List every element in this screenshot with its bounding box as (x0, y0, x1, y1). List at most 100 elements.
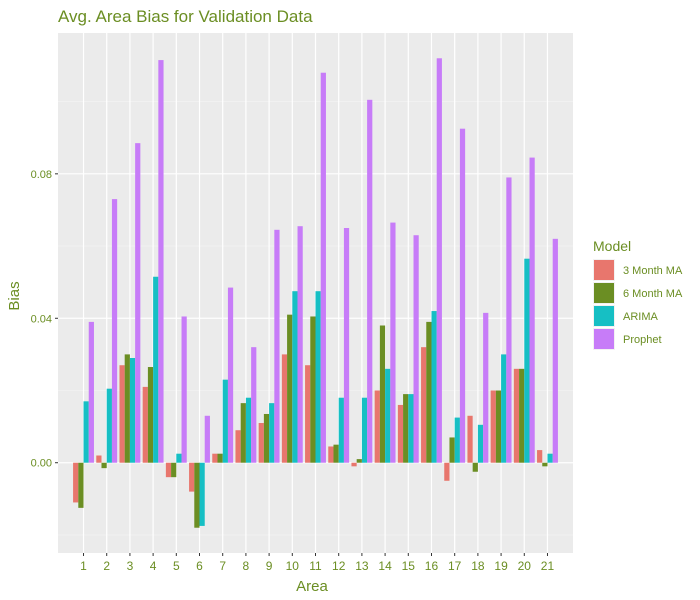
bar (222, 379, 228, 463)
y-axis: 0.00 0.04 0.08 (31, 169, 58, 470)
bar (106, 388, 112, 463)
bar (73, 462, 79, 503)
bar (111, 199, 118, 463)
bar (119, 365, 125, 463)
x-tick-label: 1 (80, 559, 87, 573)
bar (240, 403, 246, 463)
x-tick-label: 4 (150, 559, 157, 573)
bar (351, 462, 357, 467)
bar (343, 228, 350, 463)
bar (537, 450, 543, 463)
bar (269, 403, 275, 463)
x-tick-label: 19 (494, 559, 508, 573)
bar (436, 58, 442, 463)
bar (158, 60, 164, 463)
x-tick-label: 12 (332, 559, 346, 573)
bar (217, 453, 223, 463)
legend-label: ARIMA (623, 311, 659, 323)
bar (385, 368, 391, 463)
x-tick-label: 8 (243, 559, 250, 573)
bar (194, 462, 200, 528)
bar (490, 390, 496, 463)
legend-swatch (594, 306, 614, 326)
bar (135, 143, 141, 463)
bar (483, 312, 489, 463)
legend-title: Model (593, 238, 631, 254)
bar (374, 390, 380, 463)
bar (552, 238, 558, 463)
x-tick-label: 9 (266, 559, 273, 573)
y-tick-label: 0.04 (31, 313, 52, 325)
bar (204, 415, 210, 463)
bar (338, 397, 344, 463)
x-tick-label: 14 (378, 559, 392, 573)
x-tick-label: 11 (309, 559, 322, 573)
bars (73, 58, 558, 528)
legend-swatch (594, 329, 614, 349)
bar (449, 437, 455, 463)
x-axis: 1 2 3 4 5 6 7 8 9 10 11 12 13 14 15 16 17 18 19 20 21 (80, 553, 554, 573)
bar (421, 347, 427, 463)
bar (367, 99, 373, 463)
bar (403, 394, 409, 463)
bar (542, 462, 548, 467)
x-tick-label: 6 (196, 559, 203, 573)
bar (501, 354, 507, 463)
bar (524, 258, 530, 463)
bar (235, 430, 241, 463)
bar (519, 368, 525, 463)
bar (547, 453, 553, 463)
bar (356, 459, 362, 463)
bar (165, 462, 172, 478)
bar (361, 397, 368, 463)
y-axis-label: Bias (6, 281, 23, 310)
bar (426, 321, 432, 463)
x-tick-label: 20 (518, 559, 532, 573)
bar (320, 72, 326, 463)
bar (495, 390, 502, 463)
bar (315, 291, 321, 463)
bar (397, 404, 404, 463)
x-tick-label: 16 (425, 559, 439, 573)
x-tick-label: 5 (173, 559, 180, 573)
bar (245, 397, 252, 463)
x-tick-label: 10 (286, 559, 300, 573)
bar (212, 453, 218, 463)
bar (189, 462, 195, 492)
x-axis-label: Area (296, 578, 328, 595)
bar (513, 368, 520, 463)
legend-swatch (594, 260, 614, 280)
bar (506, 177, 512, 463)
bar (142, 386, 148, 463)
x-tick-label: 2 (103, 559, 110, 573)
bar (171, 462, 177, 478)
bar (96, 455, 102, 463)
x-tick-label: 18 (471, 559, 485, 573)
bar (444, 462, 450, 481)
x-tick-label: 13 (355, 559, 369, 573)
bar (287, 314, 293, 463)
bar (413, 235, 419, 463)
bar (472, 462, 478, 472)
legend: Model 3 Month MA 6 Month MA ARIMA Prophet (593, 238, 683, 350)
bar (78, 462, 84, 508)
bar (83, 401, 89, 463)
bar (390, 222, 396, 463)
bar (333, 444, 339, 463)
x-tick-label: 17 (448, 559, 462, 573)
bar (199, 462, 205, 526)
bar (176, 453, 182, 463)
bar (181, 316, 187, 463)
bar (147, 367, 154, 463)
bar (529, 157, 535, 463)
bar (124, 354, 130, 463)
x-tick-label: 7 (219, 559, 226, 573)
bar (431, 311, 437, 463)
legend-label: 6 Month MA (623, 288, 683, 300)
legend-label: 3 Month MA (623, 265, 683, 277)
bar (379, 325, 386, 463)
bar (129, 358, 136, 463)
bar (408, 394, 414, 463)
bar (251, 347, 257, 463)
